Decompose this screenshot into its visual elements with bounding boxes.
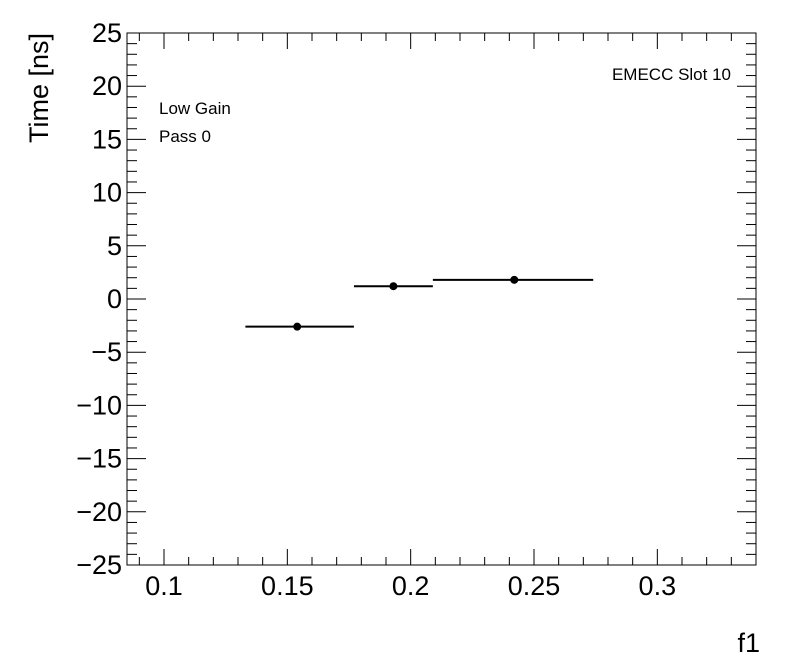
y-tick-label: −20 <box>76 497 122 527</box>
x-tick-label: 0.15 <box>261 571 314 601</box>
y-tick-label: 25 <box>92 18 122 48</box>
x-tick-label: 0.2 <box>392 571 430 601</box>
x-tick-label: 0.3 <box>639 571 677 601</box>
y-tick-label: 20 <box>92 71 122 101</box>
y-axis-label: Time [ns] <box>24 33 54 143</box>
data-point-marker <box>293 322 302 331</box>
x-axis-tick-labels: 0.1 0.15 0.2 0.25 0.3 <box>145 571 676 601</box>
y-tick-label: 15 <box>92 124 122 154</box>
y-tick-label: −5 <box>91 337 122 367</box>
y-tick-label: 0 <box>107 284 122 314</box>
x-tick-label: 0.25 <box>508 571 561 601</box>
data-points <box>245 275 594 331</box>
y-tick-label: −10 <box>76 390 122 420</box>
y-tick-label: −15 <box>76 444 122 474</box>
y-tick-label: −25 <box>76 550 122 580</box>
label-gain: Low Gain <box>159 99 231 118</box>
y-axis-tick-labels: −25 −20 −15 −10 −5 0 5 10 15 20 25 <box>76 18 122 580</box>
x-axis-ticks <box>138 33 757 565</box>
x-tick-label: 0.1 <box>145 571 183 601</box>
label-pass: Pass 0 <box>159 127 211 146</box>
data-point-marker <box>389 282 398 291</box>
y-tick-label: 10 <box>92 178 122 208</box>
data-point-marker <box>510 275 519 284</box>
x-axis-label: f1 <box>737 628 760 658</box>
y-axis-ticks <box>127 32 756 566</box>
label-top-right: EMECC Slot 10 <box>612 65 731 84</box>
y-tick-label: 5 <box>107 231 122 261</box>
